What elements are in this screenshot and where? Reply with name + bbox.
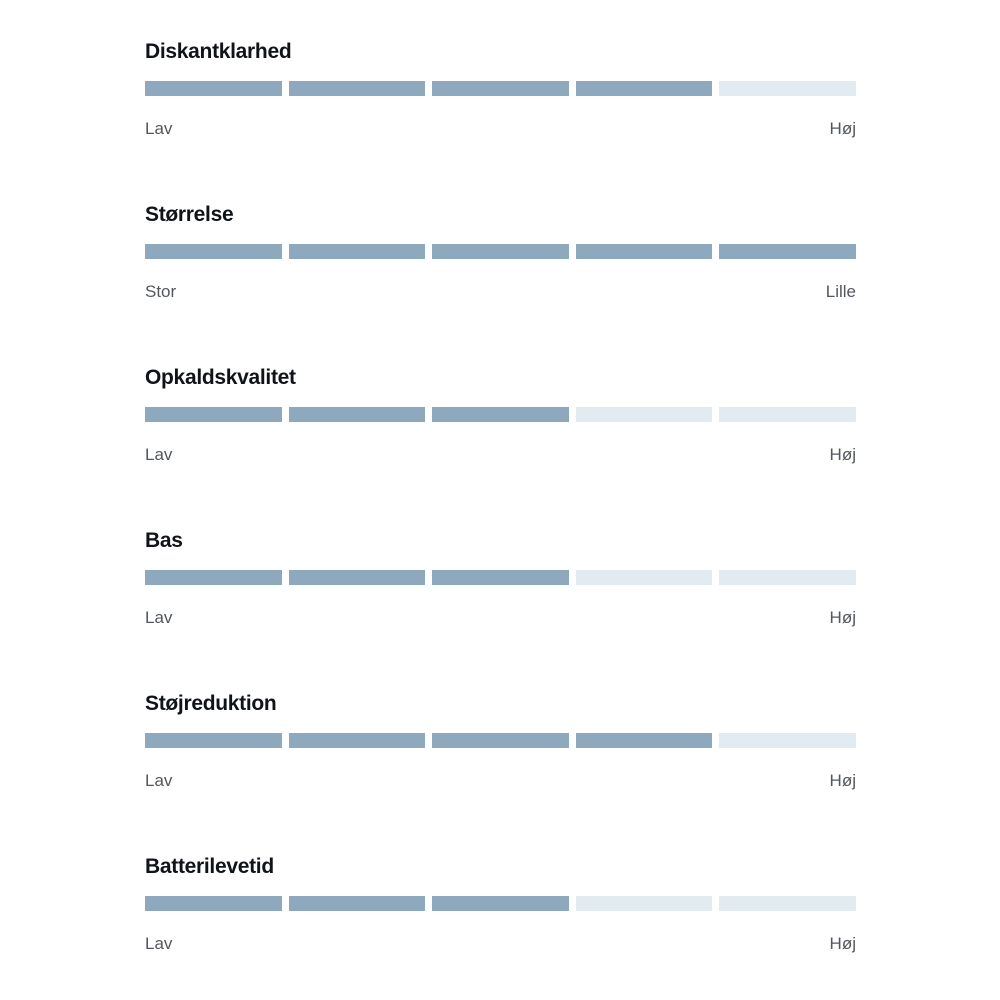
rating-segment-filled — [432, 244, 569, 259]
rating-endpoint-labels: Lav Høj — [145, 607, 856, 629]
rating-bar — [145, 81, 856, 96]
rating-label-high: Høj — [829, 771, 856, 790]
rating-segment-empty — [719, 81, 856, 96]
rating-segment-filled — [145, 407, 282, 422]
rating-endpoint-labels: Lav Høj — [145, 444, 856, 466]
rating-segment-filled — [432, 733, 569, 748]
rating-segment-filled — [288, 570, 426, 585]
rating-segment-filled — [575, 733, 713, 748]
rating-segment-filled — [288, 896, 426, 911]
rating-segment-filled — [145, 733, 282, 748]
rating-label-low: Stor — [145, 282, 177, 301]
rating-section: Diskantklarhed Lav Høj — [145, 40, 856, 140]
rating-segment-filled — [288, 244, 426, 259]
rating-segment-filled — [288, 733, 426, 748]
rating-bar — [145, 570, 856, 585]
product-ratings-list: Diskantklarhed Lav Høj Størrelse Stor Li… — [145, 40, 856, 955]
rating-segment-filled — [719, 244, 856, 259]
rating-label-low: Lav — [145, 119, 173, 138]
rating-bar — [145, 244, 856, 259]
rating-bar — [145, 407, 856, 422]
rating-segment-filled — [145, 896, 282, 911]
rating-segment-empty — [719, 896, 856, 911]
rating-segment-filled — [432, 570, 569, 585]
rating-segment-filled — [288, 407, 426, 422]
rating-endpoint-labels: Lav Høj — [145, 118, 856, 140]
rating-segment-filled — [145, 81, 282, 96]
rating-endpoint-labels: Lav Høj — [145, 933, 856, 955]
rating-section: Batterilevetid Lav Høj — [145, 855, 856, 955]
rating-label-low: Lav — [145, 771, 173, 790]
rating-segment-filled — [145, 244, 282, 259]
rating-endpoint-labels: Stor Lille — [145, 281, 856, 303]
rating-segment-filled — [432, 81, 569, 96]
rating-title: Opkaldskvalitet — [145, 366, 296, 389]
rating-segment-empty — [719, 407, 856, 422]
rating-section: Bas Lav Høj — [145, 529, 856, 629]
rating-label-high: Høj — [829, 608, 856, 627]
rating-bar — [145, 733, 856, 748]
rating-title: Diskantklarhed — [145, 40, 292, 63]
rating-title: Støjreduktion — [145, 692, 277, 715]
rating-segment-filled — [432, 896, 569, 911]
rating-segment-empty — [575, 896, 713, 911]
rating-label-low: Lav — [145, 934, 173, 953]
rating-title: Batterilevetid — [145, 855, 274, 878]
rating-label-high: Høj — [829, 934, 856, 953]
rating-section: Størrelse Stor Lille — [145, 203, 856, 303]
rating-label-high: Høj — [829, 119, 856, 138]
rating-title: Størrelse — [145, 203, 234, 226]
rating-label-high: Lille — [825, 282, 856, 301]
rating-endpoint-labels: Lav Høj — [145, 770, 856, 792]
rating-segment-filled — [432, 407, 569, 422]
rating-bar — [145, 896, 856, 911]
rating-label-low: Lav — [145, 608, 173, 627]
rating-title: Bas — [145, 529, 183, 552]
rating-segment-filled — [575, 81, 713, 96]
rating-segment-empty — [719, 570, 856, 585]
rating-segment-empty — [719, 733, 856, 748]
rating-segment-empty — [575, 407, 713, 422]
rating-segment-filled — [288, 81, 426, 96]
rating-section: Støjreduktion Lav Høj — [145, 692, 856, 792]
rating-segment-filled — [575, 244, 713, 259]
rating-label-low: Lav — [145, 445, 173, 464]
rating-segment-filled — [145, 570, 282, 585]
rating-label-high: Høj — [829, 445, 856, 464]
rating-section: Opkaldskvalitet Lav Høj — [145, 366, 856, 466]
rating-segment-empty — [575, 570, 713, 585]
